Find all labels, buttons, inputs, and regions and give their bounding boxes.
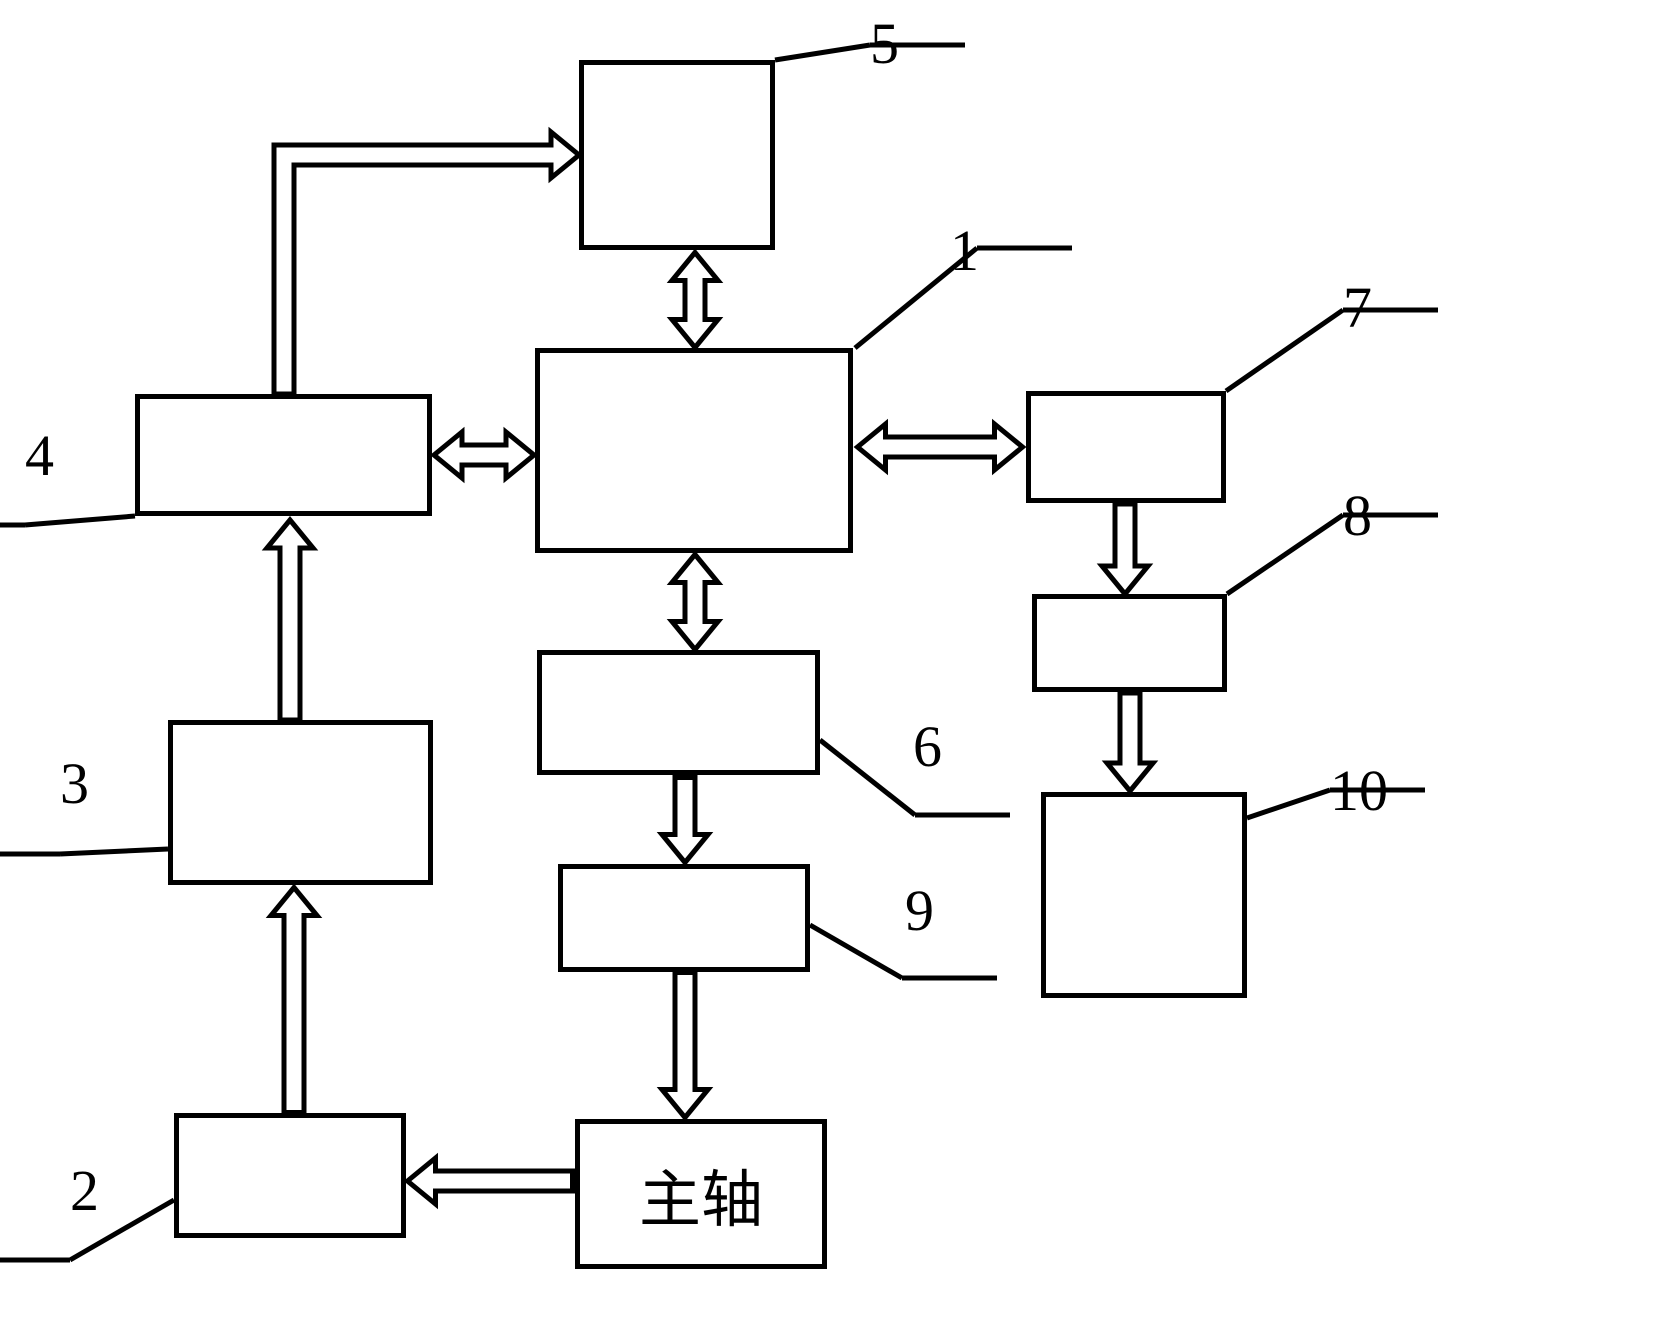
label-l7: 7 xyxy=(1343,274,1372,341)
box-b9 xyxy=(558,864,810,972)
box-b2 xyxy=(174,1113,406,1238)
box-b1 xyxy=(535,348,853,553)
label-l4: 4 xyxy=(25,422,54,489)
box-b8 xyxy=(1032,594,1227,692)
label-l5: 5 xyxy=(870,10,899,77)
diagram-canvas: 主轴 1 2 3 4 5 6 7 8 9 10 xyxy=(0,0,1672,1329)
label-l10: 10 xyxy=(1330,757,1388,824)
box-b7 xyxy=(1026,391,1226,503)
label-l6: 6 xyxy=(913,713,942,780)
arrow-single_v_up-9 xyxy=(271,888,317,1113)
arrow-double_h-0 xyxy=(434,432,534,478)
label-l2: 2 xyxy=(70,1157,99,1224)
arrow-single_v_down-7 xyxy=(1107,693,1153,791)
box-b6 xyxy=(537,650,820,775)
arrow-single_h_left-8 xyxy=(408,1158,573,1204)
arrow-single_v_up-10 xyxy=(267,520,313,720)
label-l1: 1 xyxy=(950,217,979,284)
arrow-single_v_down-5 xyxy=(662,973,708,1118)
leader-7 xyxy=(1227,515,1438,594)
box-spindle-label: 主轴 xyxy=(639,1149,763,1239)
arrow-single_v_down-4 xyxy=(662,778,708,863)
box-spindle: 主轴 xyxy=(575,1119,827,1269)
leader-3 xyxy=(0,516,135,525)
leader-2 xyxy=(0,849,168,854)
arrow-double_v-3 xyxy=(672,555,718,650)
arrow-single_v_down-6 xyxy=(1102,504,1148,594)
box-b5 xyxy=(579,60,775,250)
arrow-double_v-2 xyxy=(672,253,718,348)
leader-6 xyxy=(1226,310,1438,391)
arrow-elbow_4_to_5-11 xyxy=(274,132,579,394)
box-b10 xyxy=(1041,792,1247,998)
leader-8 xyxy=(810,925,997,978)
box-b3 xyxy=(168,720,433,885)
box-b4 xyxy=(135,394,432,516)
label-l8: 8 xyxy=(1343,482,1372,549)
label-l9: 9 xyxy=(905,877,934,944)
label-l3: 3 xyxy=(60,750,89,817)
arrow-double_h-1 xyxy=(858,424,1023,470)
